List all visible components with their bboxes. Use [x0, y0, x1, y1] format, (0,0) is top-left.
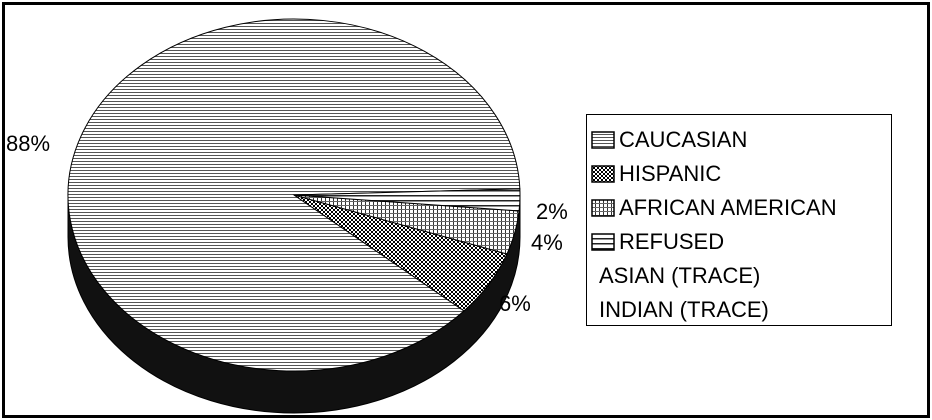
- legend-item-african-american: AFRICAN AMERICAN: [591, 191, 891, 225]
- legend-label-indian-trace: INDIAN (TRACE): [599, 297, 769, 322]
- legend-item-asian-trace: ASIAN (TRACE): [591, 259, 891, 293]
- legend-label-asian-trace: ASIAN (TRACE): [599, 263, 761, 288]
- legend-label-hispanic: HISPANIC: [619, 161, 722, 186]
- pie-slices: [67, 18, 521, 372]
- legend-label-refused: REFUSED: [619, 229, 725, 254]
- legend-swatch-caucasian: [591, 131, 615, 149]
- legend-item-indian-trace: INDIAN (TRACE): [591, 293, 891, 327]
- percent-label-refused: 2%: [536, 199, 568, 224]
- legend-item-refused: REFUSED: [591, 225, 891, 259]
- legend-swatch-refused: [591, 233, 615, 251]
- legend-item-hispanic: HISPANIC: [591, 157, 891, 191]
- legend-item-caucasian: CAUCASIAN: [591, 123, 891, 157]
- percent-label-caucasian: 88%: [6, 131, 51, 156]
- pie-slice-refused: [293, 188, 521, 212]
- legend-label-african-american: AFRICAN AMERICAN: [619, 195, 837, 220]
- percent-label-african-american: 4%: [531, 230, 563, 255]
- legend-swatch-african-american: [591, 199, 615, 217]
- legend-swatch-hispanic: [591, 165, 615, 183]
- legend-label-caucasian: CAUCASIAN: [619, 127, 748, 152]
- legend: CAUCASIAN HISPANIC AFRICAN AMERICAN REFUSED…: [586, 114, 892, 326]
- percent-label-hispanic: 6%: [499, 291, 531, 316]
- pie-chart: [67, 18, 521, 414]
